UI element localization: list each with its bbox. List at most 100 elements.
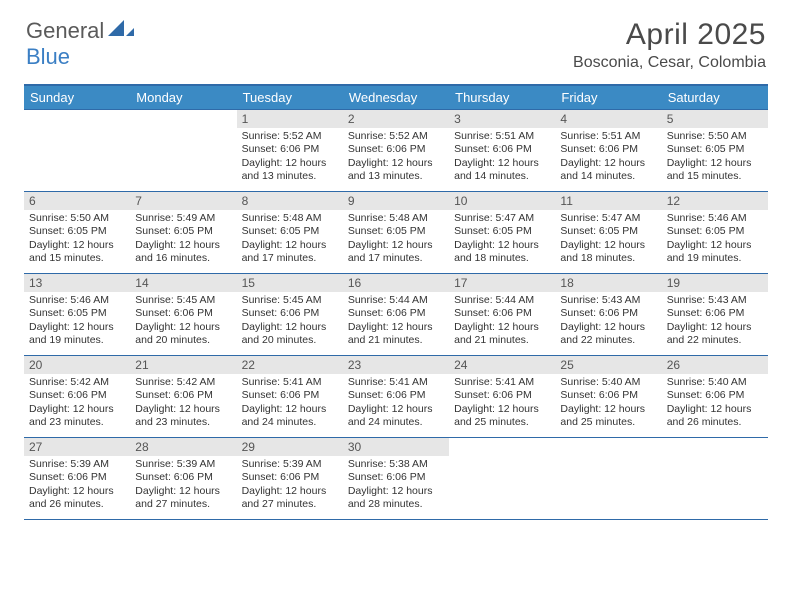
day-info: Sunrise: 5:49 AMSunset: 6:05 PMDaylight:…: [130, 210, 236, 266]
day-info: Sunrise: 5:39 AMSunset: 6:06 PMDaylight:…: [130, 456, 236, 512]
day-info: Sunrise: 5:45 AMSunset: 6:06 PMDaylight:…: [237, 292, 343, 348]
calendar-day-cell: 30Sunrise: 5:38 AMSunset: 6:06 PMDayligh…: [343, 438, 449, 520]
day-info: Sunrise: 5:46 AMSunset: 6:05 PMDaylight:…: [662, 210, 768, 266]
calendar-day-cell: 14Sunrise: 5:45 AMSunset: 6:06 PMDayligh…: [130, 274, 236, 356]
calendar-day-cell: 1Sunrise: 5:52 AMSunset: 6:06 PMDaylight…: [237, 110, 343, 192]
calendar-day-cell: 7Sunrise: 5:49 AMSunset: 6:05 PMDaylight…: [130, 192, 236, 274]
calendar-day-cell: 8Sunrise: 5:48 AMSunset: 6:05 PMDaylight…: [237, 192, 343, 274]
calendar-day-cell: ..: [662, 438, 768, 520]
calendar-day-cell: 23Sunrise: 5:41 AMSunset: 6:06 PMDayligh…: [343, 356, 449, 438]
day-info: Sunrise: 5:43 AMSunset: 6:06 PMDaylight:…: [662, 292, 768, 348]
day-info: Sunrise: 5:43 AMSunset: 6:06 PMDaylight:…: [555, 292, 661, 348]
day-header: Sunday: [24, 86, 130, 110]
day-info: Sunrise: 5:41 AMSunset: 6:06 PMDaylight:…: [343, 374, 449, 430]
calendar-day-cell: 4Sunrise: 5:51 AMSunset: 6:06 PMDaylight…: [555, 110, 661, 192]
day-header: Saturday: [662, 86, 768, 110]
calendar-day-cell: 5Sunrise: 5:50 AMSunset: 6:05 PMDaylight…: [662, 110, 768, 192]
brand-logo: General: [26, 18, 134, 44]
day-header: Monday: [130, 86, 236, 110]
sail-icon: [108, 18, 134, 38]
day-info: Sunrise: 5:42 AMSunset: 6:06 PMDaylight:…: [130, 374, 236, 430]
calendar-day-cell: 22Sunrise: 5:41 AMSunset: 6:06 PMDayligh…: [237, 356, 343, 438]
day-number: 15: [237, 274, 343, 292]
day-info: Sunrise: 5:51 AMSunset: 6:06 PMDaylight:…: [555, 128, 661, 184]
month-title: April 2025: [573, 18, 766, 52]
day-info: Sunrise: 5:48 AMSunset: 6:05 PMDaylight:…: [343, 210, 449, 266]
calendar-day-cell: 16Sunrise: 5:44 AMSunset: 6:06 PMDayligh…: [343, 274, 449, 356]
day-number: 16: [343, 274, 449, 292]
calendar-day-cell: 19Sunrise: 5:43 AMSunset: 6:06 PMDayligh…: [662, 274, 768, 356]
day-number: 1: [237, 110, 343, 128]
location-text: Bosconia, Cesar, Colombia: [573, 54, 766, 72]
calendar-week-row: 27Sunrise: 5:39 AMSunset: 6:06 PMDayligh…: [24, 438, 768, 520]
title-block: April 2025 Bosconia, Cesar, Colombia: [573, 18, 766, 72]
calendar-day-cell: 10Sunrise: 5:47 AMSunset: 6:05 PMDayligh…: [449, 192, 555, 274]
day-info: Sunrise: 5:44 AMSunset: 6:06 PMDaylight:…: [449, 292, 555, 348]
day-number: 11: [555, 192, 661, 210]
day-number: 22: [237, 356, 343, 374]
day-number: 7: [130, 192, 236, 210]
calendar-day-cell: ..: [24, 110, 130, 192]
day-number: 18: [555, 274, 661, 292]
calendar-day-cell: 11Sunrise: 5:47 AMSunset: 6:05 PMDayligh…: [555, 192, 661, 274]
calendar-day-cell: ..: [555, 438, 661, 520]
calendar-day-cell: ..: [130, 110, 236, 192]
day-number: 24: [449, 356, 555, 374]
day-info: Sunrise: 5:41 AMSunset: 6:06 PMDaylight:…: [237, 374, 343, 430]
calendar-day-cell: 13Sunrise: 5:46 AMSunset: 6:05 PMDayligh…: [24, 274, 130, 356]
day-number: 10: [449, 192, 555, 210]
day-number: 26: [662, 356, 768, 374]
day-number: 14: [130, 274, 236, 292]
calendar-day-cell: 15Sunrise: 5:45 AMSunset: 6:06 PMDayligh…: [237, 274, 343, 356]
day-info: Sunrise: 5:47 AMSunset: 6:05 PMDaylight:…: [449, 210, 555, 266]
calendar-day-cell: 12Sunrise: 5:46 AMSunset: 6:05 PMDayligh…: [662, 192, 768, 274]
calendar-week-row: 13Sunrise: 5:46 AMSunset: 6:05 PMDayligh…: [24, 274, 768, 356]
day-info: Sunrise: 5:51 AMSunset: 6:06 PMDaylight:…: [449, 128, 555, 184]
calendar-day-cell: 3Sunrise: 5:51 AMSunset: 6:06 PMDaylight…: [449, 110, 555, 192]
day-number: 6: [24, 192, 130, 210]
day-number: 21: [130, 356, 236, 374]
day-number: 5: [662, 110, 768, 128]
day-info: Sunrise: 5:40 AMSunset: 6:06 PMDaylight:…: [662, 374, 768, 430]
calendar-table: SundayMondayTuesdayWednesdayThursdayFrid…: [24, 84, 768, 520]
day-number: 28: [130, 438, 236, 456]
day-info: Sunrise: 5:44 AMSunset: 6:06 PMDaylight:…: [343, 292, 449, 348]
day-number: 12: [662, 192, 768, 210]
day-header: Wednesday: [343, 86, 449, 110]
brand-part2: Blue: [26, 44, 70, 70]
day-info: Sunrise: 5:46 AMSunset: 6:05 PMDaylight:…: [24, 292, 130, 348]
day-info: Sunrise: 5:39 AMSunset: 6:06 PMDaylight:…: [24, 456, 130, 512]
day-info: Sunrise: 5:38 AMSunset: 6:06 PMDaylight:…: [343, 456, 449, 512]
day-info: Sunrise: 5:52 AMSunset: 6:06 PMDaylight:…: [237, 128, 343, 184]
calendar-week-row: 6Sunrise: 5:50 AMSunset: 6:05 PMDaylight…: [24, 192, 768, 274]
day-info: Sunrise: 5:45 AMSunset: 6:06 PMDaylight:…: [130, 292, 236, 348]
day-info: Sunrise: 5:41 AMSunset: 6:06 PMDaylight:…: [449, 374, 555, 430]
calendar-day-cell: 29Sunrise: 5:39 AMSunset: 6:06 PMDayligh…: [237, 438, 343, 520]
day-info: Sunrise: 5:39 AMSunset: 6:06 PMDaylight:…: [237, 456, 343, 512]
day-number: 17: [449, 274, 555, 292]
day-info: Sunrise: 5:48 AMSunset: 6:05 PMDaylight:…: [237, 210, 343, 266]
calendar-day-cell: 21Sunrise: 5:42 AMSunset: 6:06 PMDayligh…: [130, 356, 236, 438]
day-number: 29: [237, 438, 343, 456]
day-number: 30: [343, 438, 449, 456]
calendar-day-cell: 9Sunrise: 5:48 AMSunset: 6:05 PMDaylight…: [343, 192, 449, 274]
calendar-day-cell: 17Sunrise: 5:44 AMSunset: 6:06 PMDayligh…: [449, 274, 555, 356]
day-number: 19: [662, 274, 768, 292]
day-number: 9: [343, 192, 449, 210]
day-number: 20: [24, 356, 130, 374]
calendar-day-cell: 20Sunrise: 5:42 AMSunset: 6:06 PMDayligh…: [24, 356, 130, 438]
day-info: Sunrise: 5:42 AMSunset: 6:06 PMDaylight:…: [24, 374, 130, 430]
brand-part1: General: [26, 18, 104, 44]
day-number: 23: [343, 356, 449, 374]
day-header: Tuesday: [237, 86, 343, 110]
calendar-day-cell: 2Sunrise: 5:52 AMSunset: 6:06 PMDaylight…: [343, 110, 449, 192]
day-number: 2: [343, 110, 449, 128]
calendar-head-row: SundayMondayTuesdayWednesdayThursdayFrid…: [24, 86, 768, 110]
day-header: Thursday: [449, 86, 555, 110]
calendar-day-cell: 25Sunrise: 5:40 AMSunset: 6:06 PMDayligh…: [555, 356, 661, 438]
day-number: 13: [24, 274, 130, 292]
calendar-day-cell: 26Sunrise: 5:40 AMSunset: 6:06 PMDayligh…: [662, 356, 768, 438]
calendar-week-row: 20Sunrise: 5:42 AMSunset: 6:06 PMDayligh…: [24, 356, 768, 438]
page-header: General April 2025 Bosconia, Cesar, Colo…: [0, 0, 792, 76]
calendar-day-cell: 6Sunrise: 5:50 AMSunset: 6:05 PMDaylight…: [24, 192, 130, 274]
